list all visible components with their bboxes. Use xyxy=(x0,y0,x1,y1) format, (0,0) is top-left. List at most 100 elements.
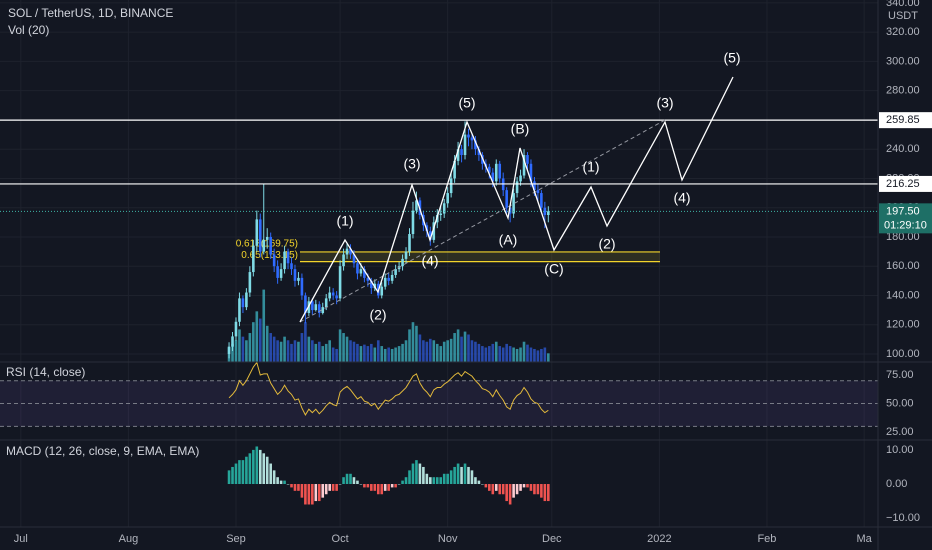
volume-bar xyxy=(252,322,255,362)
y-tick-label: 25.00 xyxy=(886,426,914,438)
volume-bar xyxy=(481,346,484,362)
y-tick-label: 50.00 xyxy=(886,397,914,409)
macd-bar xyxy=(481,484,484,485)
macd-bar xyxy=(311,484,314,505)
wave-label: (5) xyxy=(723,50,740,66)
volume-bar xyxy=(501,347,505,362)
volume-bar xyxy=(477,343,481,362)
volume-bar xyxy=(269,333,272,362)
volume-bar xyxy=(526,344,529,362)
y-tick-label: 240.00 xyxy=(886,143,920,155)
volume-bar xyxy=(265,325,269,362)
volume-bar xyxy=(324,343,328,362)
y-tick-label: 75.00 xyxy=(886,369,914,381)
volume-bar xyxy=(307,336,311,362)
wave-label: (2) xyxy=(598,236,615,252)
x-tick-label: Aug xyxy=(119,533,139,545)
candle-body xyxy=(456,149,460,161)
volume-bar xyxy=(286,340,290,362)
wave-label: (1) xyxy=(336,213,353,229)
macd-bar xyxy=(505,484,508,502)
y-tick-label: 100.00 xyxy=(886,348,920,360)
macd-bar xyxy=(477,480,481,485)
macd-bar xyxy=(501,484,505,495)
candle-body xyxy=(311,301,314,311)
volume-bar xyxy=(366,346,370,362)
macd-bar xyxy=(460,466,463,485)
x-tick-label: Oct xyxy=(332,533,349,545)
macd-bar xyxy=(349,473,352,485)
macd-pane xyxy=(20,440,865,527)
volume-bar xyxy=(415,325,418,362)
volume-bar xyxy=(293,340,297,362)
macd-bar xyxy=(376,484,380,495)
volume-bar xyxy=(425,341,429,362)
candle-body xyxy=(408,234,411,252)
axes: Jul Aug Sep Oct Nov Dec 2022 Feb Ma 100.00 120.00 1… xyxy=(14,0,932,545)
macd-bar xyxy=(463,463,467,485)
candle-body xyxy=(324,298,328,308)
volume-title: Vol (20) xyxy=(8,23,49,37)
macd-bar xyxy=(356,480,359,485)
wave-path xyxy=(299,76,734,323)
macd-bar xyxy=(394,484,397,488)
volume-bar xyxy=(533,348,536,362)
candle-body xyxy=(245,292,248,308)
candle-body xyxy=(290,263,293,270)
macd-bar xyxy=(283,480,286,485)
macd-bar xyxy=(234,463,238,485)
volume-bar xyxy=(408,329,411,362)
macd-bar xyxy=(404,477,408,485)
volume-bar xyxy=(411,322,415,362)
candle-body xyxy=(390,274,394,281)
volume-bar xyxy=(234,340,238,362)
candle-body xyxy=(283,251,286,270)
macd-bar xyxy=(512,484,515,498)
candle-body xyxy=(321,307,325,314)
macd-bar xyxy=(345,473,349,485)
volume-bar xyxy=(498,346,502,362)
volume-bar xyxy=(338,329,342,362)
price-pane: 0.618(169.75)0.65(163.15) xyxy=(0,0,878,362)
candle-body xyxy=(505,190,508,208)
candle-body xyxy=(533,181,536,191)
macd-bar xyxy=(526,484,529,488)
volume-bar xyxy=(467,334,470,362)
macd-bar xyxy=(286,484,290,485)
last-price-badge xyxy=(879,203,932,234)
macd-bar xyxy=(276,477,279,485)
volume-bar xyxy=(449,338,453,362)
volume-bar xyxy=(321,346,325,362)
volume-bar xyxy=(540,348,543,362)
volume-bar xyxy=(453,333,456,362)
candle-body xyxy=(491,172,495,182)
x-tick-label: Ma xyxy=(856,533,872,545)
macd-bar xyxy=(317,484,321,502)
volume-bar xyxy=(342,333,345,362)
chart-title: SOL / TetherUS, 1D, BINANCE xyxy=(8,6,173,20)
wave-label: (3) xyxy=(403,156,420,172)
candle-body xyxy=(345,248,349,255)
candle-body xyxy=(262,239,266,252)
volume-bar xyxy=(290,343,293,362)
macd-bar xyxy=(370,484,373,491)
candle-body xyxy=(359,269,363,274)
volume-bar xyxy=(311,340,314,362)
candle-body xyxy=(227,346,231,354)
volume-bar xyxy=(508,346,512,362)
macd-bar xyxy=(422,466,425,485)
volume-bar xyxy=(470,340,474,362)
macd-bar xyxy=(314,484,318,502)
volume-bar xyxy=(432,340,436,362)
macd-bar xyxy=(543,484,547,502)
volume-bar xyxy=(255,311,259,362)
macd-bar xyxy=(331,484,335,491)
level-badge xyxy=(879,175,932,192)
rsi-pane xyxy=(0,362,878,440)
macd-bar xyxy=(491,484,495,495)
candle-body xyxy=(314,304,318,311)
macd-bar xyxy=(328,484,331,491)
volume-bar xyxy=(356,343,359,362)
level-badge xyxy=(879,112,932,129)
